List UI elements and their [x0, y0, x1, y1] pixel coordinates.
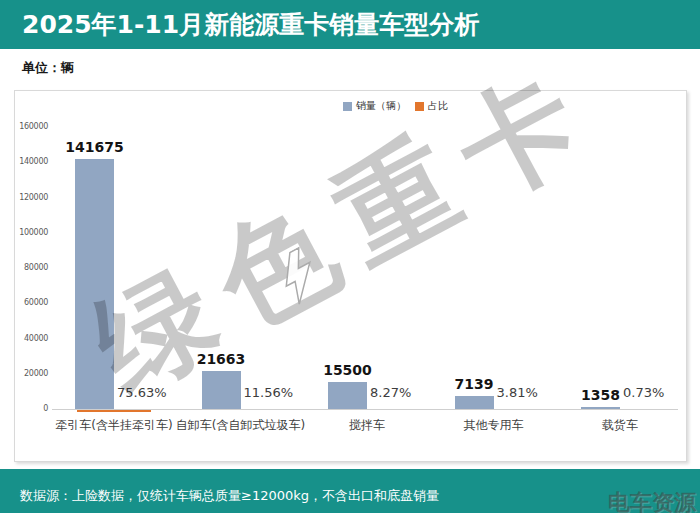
- value-label: 141675: [35, 138, 155, 156]
- bar-sales: [328, 382, 367, 409]
- y-axis-tick-label: 0: [0, 404, 48, 414]
- data-source-note: 数据源：上险数据，仅统计车辆总质量≥12000kg，不含出口和底盘销量: [20, 487, 439, 505]
- y-axis-tick-label: 40000: [0, 334, 48, 344]
- legend-item-0[interactable]: 销量（辆）: [343, 99, 406, 113]
- bar-sales: [581, 407, 620, 409]
- bar-sales: [455, 396, 494, 409]
- y-axis-tick-label: 100000: [0, 228, 48, 238]
- legend-swatch: [343, 102, 352, 111]
- percent-label: 8.27%: [370, 384, 411, 401]
- y-axis-tick-label: 80000: [0, 263, 48, 273]
- unit-label: 单位：辆: [22, 59, 74, 77]
- percent-label: 0.73%: [623, 384, 664, 401]
- y-axis-tick-label: 60000: [0, 298, 48, 308]
- value-label: 15500: [288, 361, 408, 379]
- title-bar: 2025年1-11月新能源重卡销量车型分析: [0, 0, 700, 49]
- page: 2025年1-11月新能源重卡销量车型分析 单位：辆 销量（辆）占比 02000…: [0, 0, 700, 513]
- legend-label: 销量（辆）: [356, 99, 406, 113]
- y-axis-tick-label: 160000: [0, 122, 48, 132]
- page-title: 2025年1-11月新能源重卡销量车型分析: [22, 0, 479, 49]
- category-label: 载货车: [545, 417, 695, 434]
- y-axis-tick-label: 140000: [0, 157, 48, 167]
- y-axis-tick-label: 20000: [0, 369, 48, 379]
- site-logo: 电车资源: [608, 488, 696, 513]
- percent-label: 3.81%: [497, 384, 538, 401]
- y-axis-tick-label: 120000: [0, 193, 48, 203]
- percent-label: 11.56%: [244, 384, 294, 401]
